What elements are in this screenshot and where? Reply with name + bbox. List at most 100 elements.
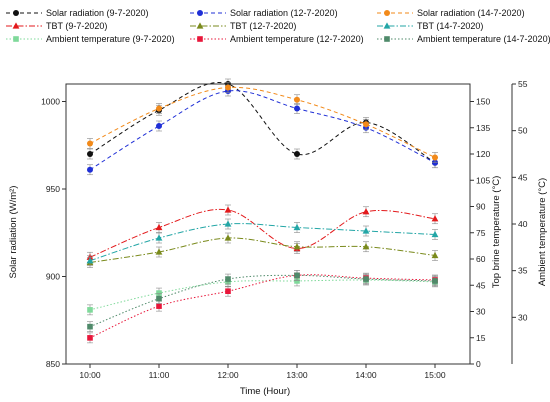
x-axis-title: Time (Hour)	[240, 386, 290, 397]
legend-label: Solar radiation (12-7-2020)	[230, 8, 338, 18]
plot-area	[86, 78, 439, 344]
data-point	[225, 276, 231, 282]
x-tick-label: 14:00	[355, 370, 377, 380]
x-tick-label: 10:00	[79, 370, 101, 380]
series-4	[86, 204, 439, 263]
y-right1-tick-label: 90	[476, 202, 486, 212]
data-point	[87, 307, 93, 313]
series-line	[89, 223, 436, 262]
y-left-tick-label: 950	[46, 184, 60, 194]
series-5	[86, 232, 439, 268]
data-point	[294, 272, 300, 279]
data-point	[156, 290, 162, 296]
data-point	[155, 234, 163, 241]
series-line	[89, 82, 436, 164]
data-point	[156, 295, 162, 302]
legend-item: TBT (12-7-2020)	[190, 21, 296, 31]
legend-marker	[197, 10, 203, 16]
data-point	[156, 123, 162, 129]
x-tick-label: 13:00	[286, 370, 308, 380]
series-3	[87, 82, 438, 163]
legend-marker	[12, 22, 20, 29]
y-right1-tick-label: 0	[476, 359, 481, 369]
legend-label: Ambient temperature (14-7-2020)	[417, 34, 550, 44]
legend-item: Ambient temperature (9-7-2020)	[6, 34, 175, 44]
data-point	[225, 288, 231, 294]
series-7	[87, 274, 438, 316]
data-point	[87, 140, 93, 147]
data-point	[431, 251, 439, 259]
data-point	[363, 121, 369, 128]
data-point	[87, 166, 93, 173]
data-point	[224, 206, 232, 213]
data-point	[156, 105, 162, 112]
legend-label: TBT (14-7-2020)	[417, 21, 483, 31]
y-right1-tick-label: 15	[476, 333, 486, 343]
legend-item: TBT (14-7-2020)	[377, 21, 483, 31]
y-left-tick-label: 900	[46, 272, 60, 282]
x-tick-label: 11:00	[149, 370, 170, 380]
data-point	[87, 323, 93, 330]
y-right2-tick-label: 50	[518, 126, 528, 136]
y-right1-tick-label: 120	[476, 149, 490, 159]
series-line	[89, 90, 436, 171]
y-right2-tick-label: 55	[518, 79, 528, 89]
legend-item: Solar radiation (12-7-2020)	[190, 8, 338, 18]
data-point	[87, 335, 93, 341]
y-right1-tick-label: 60	[476, 254, 486, 264]
legend-label: Ambient temperature (9-7-2020)	[46, 34, 175, 44]
series-line	[89, 237, 436, 263]
legend-marker	[13, 10, 19, 16]
data-point	[293, 223, 301, 231]
legend-marker	[13, 36, 19, 42]
data-point	[294, 96, 300, 103]
legend-label: Solar radiation (14-7-2020)	[417, 8, 525, 18]
data-point	[362, 243, 370, 250]
series-2	[87, 85, 438, 176]
y-right1-tick-label: 105	[476, 175, 490, 185]
data-point	[294, 105, 300, 112]
legend-label: TBT (12-7-2020)	[230, 21, 296, 31]
y-right1-tick-label: 75	[476, 228, 486, 238]
series-1	[87, 78, 438, 169]
data-point	[86, 257, 94, 264]
data-point	[225, 84, 231, 91]
series-line	[89, 279, 436, 311]
series-9	[87, 270, 438, 332]
data-point	[224, 220, 232, 227]
data-point	[224, 234, 232, 241]
legend-marker	[383, 22, 391, 29]
legend-marker	[197, 36, 203, 42]
y-right2-tick-label: 30	[518, 312, 528, 322]
series-line	[89, 274, 436, 328]
data-point	[156, 303, 162, 309]
legend-marker	[384, 36, 390, 42]
y-left-tick-label: 850	[46, 359, 60, 369]
legend-item: Solar radiation (14-7-2020)	[377, 8, 525, 18]
legend-item: Ambient temperature (14-7-2020)	[377, 34, 550, 44]
y-right1-tick-label: 30	[476, 307, 486, 317]
data-point	[293, 243, 301, 250]
y-right2-tick-label: 35	[518, 266, 528, 276]
x-tick-label: 15:00	[424, 370, 446, 380]
y-axis-right1-title: Top brine temperature (°C)	[491, 176, 502, 289]
legend-item: Ambient temperature (12-7-2020)	[190, 34, 364, 44]
data-point	[432, 278, 438, 284]
y-right2-tick-label: 45	[518, 172, 528, 182]
series-line	[89, 208, 436, 258]
legend-marker	[384, 10, 390, 16]
legend-marker	[196, 22, 204, 29]
y-right2-tick-label: 40	[518, 219, 528, 229]
axes: 10:00 11:00 12:00 13:00 14:00 15:008509009501…	[41, 79, 528, 380]
data-point	[155, 223, 163, 231]
y-left-tick-label: 1000	[41, 97, 60, 107]
y-right1-tick-label: 150	[476, 97, 490, 107]
data-point	[431, 230, 439, 238]
legend-item: TBT (9-7-2020)	[6, 21, 107, 31]
series-line	[89, 86, 436, 158]
y-right1-tick-label: 135	[476, 123, 490, 133]
data-point	[294, 151, 300, 157]
plot-frame	[65, 83, 471, 365]
data-point	[362, 208, 370, 215]
